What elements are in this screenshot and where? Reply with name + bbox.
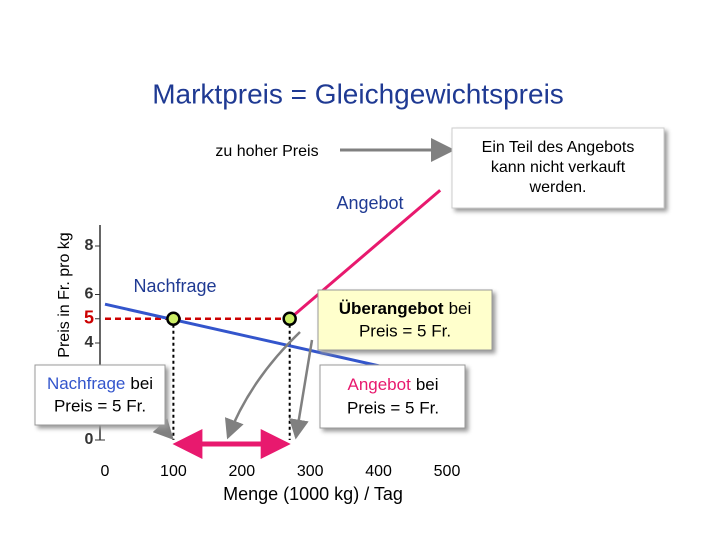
arrow [224,331,301,440]
x-tick-label: 300 [297,463,324,480]
callout-box [451,127,665,209]
equilibrium-marker [282,311,297,326]
supply-box-text: Preis = 5 Fr. [347,398,439,417]
series-line [288,189,442,320]
demand-box [34,364,166,426]
series-label: Angebot [336,193,403,213]
markers [166,311,297,326]
surplus-rest: bei [449,299,472,318]
series-label: Nachfrage [133,276,216,296]
demand-box-head: Nachfrage [47,374,125,393]
arrow [288,339,314,440]
too-high-label: zu hoher Preis [215,143,318,160]
x-tick-label: 400 [365,463,392,480]
supply-box-head: Angebot [347,375,411,394]
demand-box-text: Preis = 5 Fr. [54,396,146,415]
x-tick-label: 200 [228,463,255,480]
y-axis-label: Preis in Fr. pro kg [56,232,73,357]
callout-text: Ein Teil des Angebots [482,139,635,156]
supply-box-rest: bei [416,375,439,394]
x-axis-label: Menge (1000 kg) / Tag [223,484,403,504]
x-tick-label: 500 [434,463,461,480]
supply-box-text: Angebot bei [347,375,438,394]
surplus-text: Überangebot bei [339,299,472,318]
callout-text: werden. [529,179,587,196]
surplus-box [317,289,493,351]
supply-box [319,364,466,429]
y-tick-label: 4 [85,334,94,351]
chart-title: Marktpreis = Gleichgewichtspreis [152,78,564,109]
y-tick-label: 6 [85,286,94,303]
callout: Ein Teil des Angebots kann nicht verkauft… [482,139,635,196]
surplus-text: Preis = 5 Fr. [359,321,451,340]
x-tick-label: 100 [160,463,187,480]
demand-box-text: Nachfrage bei [47,374,153,393]
y-tick-label: 0 [85,431,94,448]
x-tick-label: 0 [101,463,110,480]
surplus-bold: Überangebot [339,299,444,318]
equilibrium-marker [166,311,181,326]
y-tick-label: 8 [85,237,94,254]
callout-text: kann nicht verkauft [491,159,626,176]
plot: 0 4 5 6 8 0 100 200 300 400 500 Nachfrage Angebot [84,189,461,480]
demand-box-rest: bei [130,374,153,393]
y-tick-label: 5 [84,308,94,328]
series-line [104,302,397,372]
